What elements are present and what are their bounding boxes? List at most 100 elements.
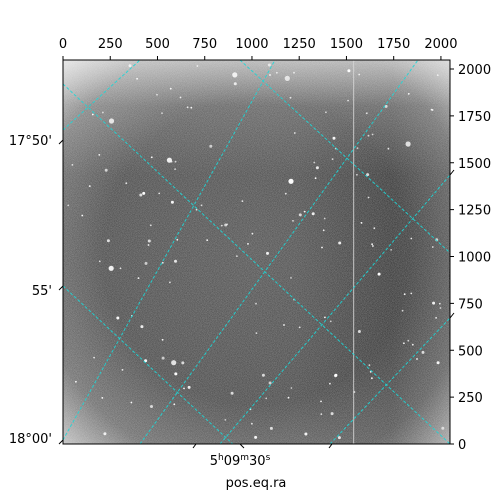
- dec-tick-label: 17°50': [9, 134, 52, 149]
- star: [121, 369, 124, 371]
- star: [266, 251, 269, 255]
- star: [255, 302, 257, 305]
- star: [75, 380, 77, 383]
- star: [174, 160, 177, 163]
- star: [104, 168, 108, 172]
- grid-line: [63, 60, 141, 131]
- star: [230, 391, 234, 395]
- grid-line: [63, 83, 450, 444]
- star: [174, 259, 177, 263]
- star: [337, 436, 341, 440]
- star: [232, 72, 238, 78]
- grid-line: [139, 60, 419, 444]
- top-tick-label: 1750: [377, 37, 410, 52]
- star: [304, 432, 308, 436]
- star: [140, 325, 144, 329]
- image-noise: [63, 60, 450, 444]
- dec-edge-tick: [449, 312, 455, 319]
- grid-line: [63, 60, 276, 441]
- star: [320, 413, 323, 415]
- right-tick-label: 250: [458, 391, 483, 406]
- star: [276, 71, 278, 74]
- star: [290, 387, 293, 389]
- star: [187, 385, 191, 389]
- star: [287, 396, 290, 399]
- star: [289, 96, 292, 99]
- star: [416, 358, 418, 360]
- right-tick-label: 1250: [458, 204, 491, 219]
- star: [224, 419, 227, 421]
- star: [325, 111, 327, 114]
- star: [241, 200, 244, 203]
- star: [436, 74, 439, 76]
- star: [206, 239, 209, 242]
- star: [103, 432, 107, 436]
- star: [403, 342, 405, 345]
- star: [176, 238, 179, 241]
- star: [93, 356, 95, 359]
- star: [220, 224, 223, 227]
- star: [98, 154, 101, 156]
- star: [441, 426, 445, 430]
- star: [283, 324, 285, 326]
- star: [313, 161, 316, 164]
- star: [377, 272, 381, 276]
- star: [368, 364, 371, 367]
- star: [356, 173, 358, 176]
- star: [284, 192, 287, 195]
- ra-tick-label: 5h09m30s: [210, 453, 271, 469]
- top-tick-label: 750: [192, 37, 217, 52]
- star: [439, 307, 442, 309]
- top-tick-label: 500: [145, 37, 170, 52]
- ra-tick: [328, 443, 333, 449]
- star: [261, 373, 265, 377]
- star: [303, 210, 306, 213]
- star: [371, 133, 374, 136]
- star: [401, 309, 404, 312]
- star: [161, 338, 164, 341]
- top-tick-label: 1250: [283, 37, 316, 52]
- ra-tick: [239, 443, 245, 449]
- star: [144, 261, 148, 265]
- bright-column-artifact: [353, 60, 355, 444]
- star: [269, 426, 273, 430]
- star: [403, 293, 406, 296]
- right-tick-label: 1750: [458, 110, 491, 125]
- stars-layer: [67, 63, 445, 440]
- star: [174, 372, 178, 376]
- star: [144, 359, 148, 363]
- star: [67, 204, 70, 207]
- star: [236, 255, 238, 257]
- star: [332, 136, 336, 140]
- star: [116, 316, 120, 320]
- star: [190, 106, 193, 109]
- sky-image: [63, 60, 450, 444]
- ra-tick: [192, 443, 197, 449]
- star: [91, 113, 94, 116]
- star: [88, 185, 91, 188]
- star: [255, 332, 258, 334]
- dec-tick: [58, 285, 64, 291]
- star: [251, 232, 254, 235]
- star: [407, 339, 410, 342]
- star: [150, 405, 153, 408]
- star: [356, 147, 359, 150]
- star: [161, 261, 164, 264]
- star: [357, 330, 361, 333]
- star: [200, 204, 203, 207]
- star: [369, 371, 372, 373]
- star: [108, 265, 114, 271]
- star: [186, 106, 189, 109]
- star: [98, 260, 101, 263]
- star: [407, 93, 410, 95]
- dec-tick: [58, 139, 64, 145]
- star: [353, 391, 356, 393]
- star: [233, 82, 237, 86]
- star: [290, 277, 292, 279]
- star: [405, 141, 411, 147]
- star: [179, 96, 182, 99]
- star: [432, 301, 436, 305]
- star: [321, 246, 323, 249]
- star: [209, 144, 213, 148]
- star: [128, 64, 132, 68]
